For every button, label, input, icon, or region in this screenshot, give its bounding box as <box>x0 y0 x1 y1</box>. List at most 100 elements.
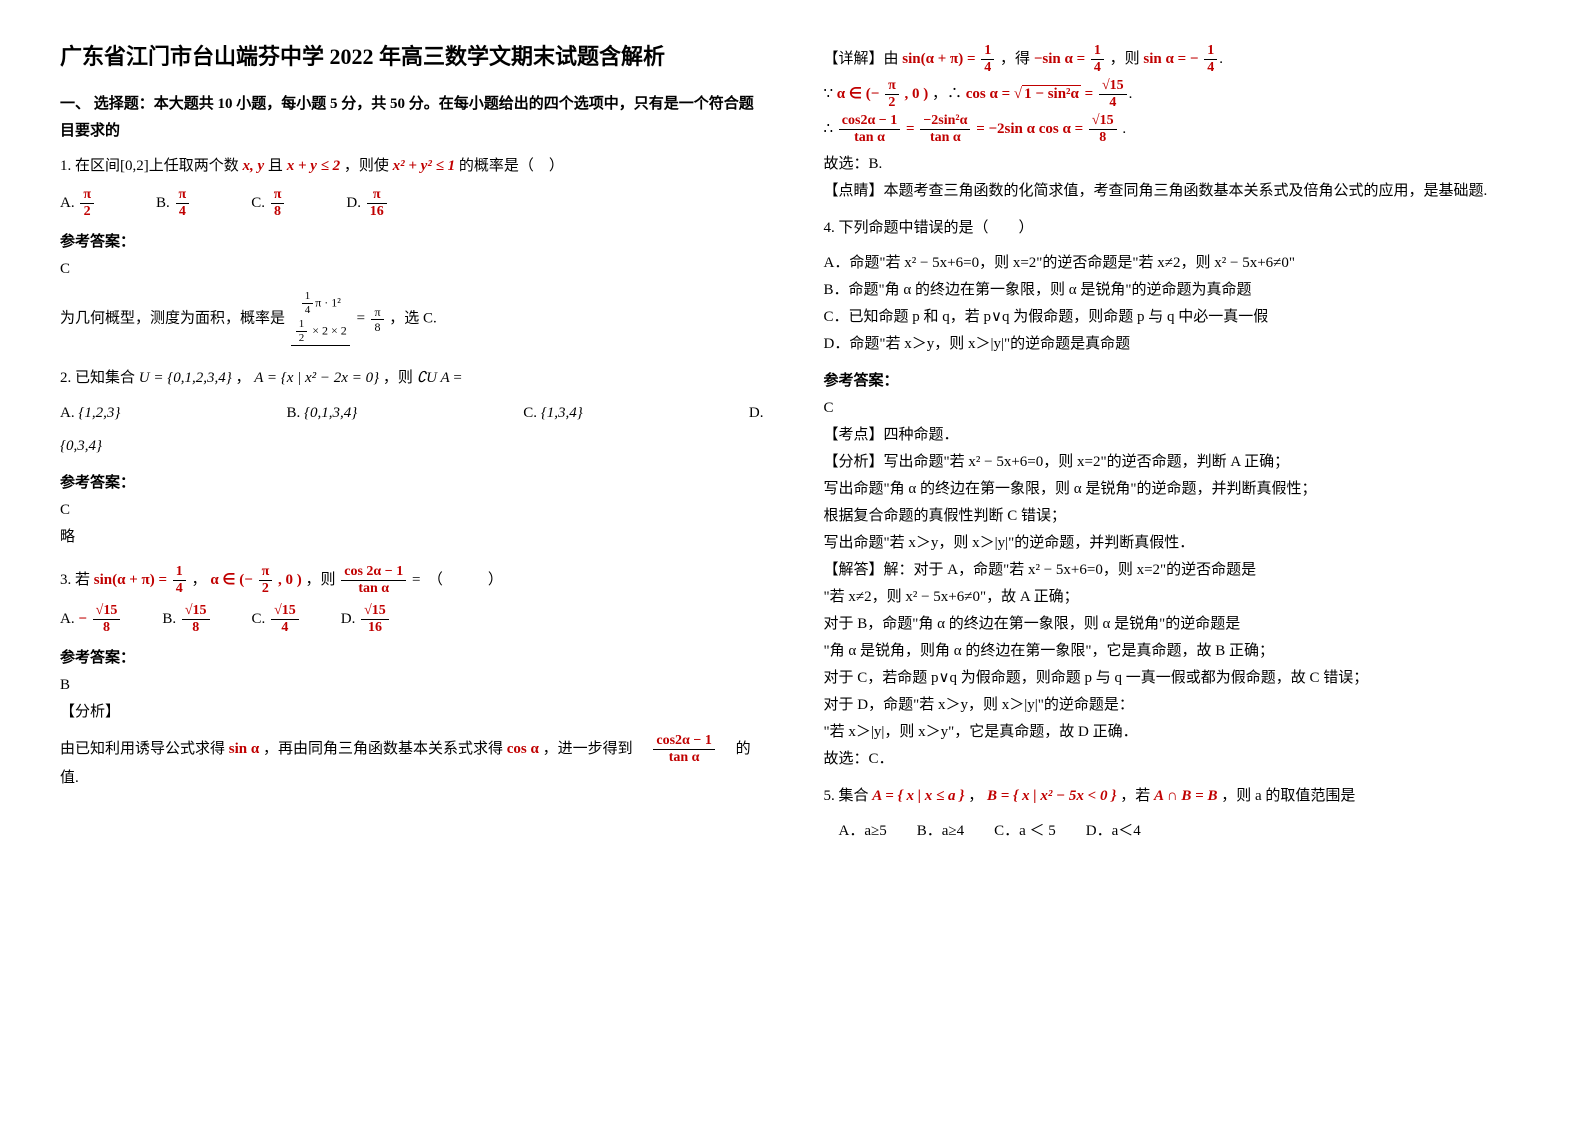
q1-ans: C <box>60 256 764 283</box>
q3-l1a: 由已知利用诱导公式求得 <box>60 741 225 757</box>
q2-ans-label: 参考答案： <box>60 470 764 497</box>
r2a: ∵ <box>824 86 834 102</box>
q1-fd-d: 16 <box>367 204 387 219</box>
r1e: ，则 <box>1110 51 1140 67</box>
r1f: sin α = − <box>1143 51 1198 67</box>
r2e: , 0 <box>904 86 919 102</box>
q3-l1b: ，再由同角三角函数基本关系式求得 <box>263 741 503 757</box>
q4-j6: 对于 D，命题"若 x＞y，则 x＞|y|"的逆命题是： <box>824 692 1528 719</box>
q3-oA: A. <box>60 611 75 627</box>
q3-a: 3. 若 <box>60 572 90 588</box>
q3-b: ， <box>192 572 207 588</box>
q3-ain: α ∈ <box>210 572 239 588</box>
q1-ea: 为几何概型，测度为面积，概率是 <box>60 310 285 326</box>
q2-oC: C. <box>523 405 537 421</box>
q1-A: A. <box>60 195 75 211</box>
q4-stem: 4. 下列命题中错误的是（ ） <box>824 215 1528 242</box>
r1n3: 1 <box>1204 44 1217 60</box>
q4-f3: 根据复合命题的真假性判断 C 错误； <box>824 503 1528 530</box>
r3a: ∴ <box>824 121 834 137</box>
q3-opts: A. − √158 B. √158 C. √154 D. √1516 <box>60 604 764 635</box>
q2-oD: D. <box>749 405 764 421</box>
q2-b: ，则 <box>383 370 413 386</box>
q4-fenxi: 【分析】写出命题"若 x² − 5x+6=0，则 x=2"的逆否命题，判断 A … <box>824 449 1528 476</box>
q2-lue: 略 <box>60 524 764 551</box>
q3-ans-label: 参考答案： <box>60 645 764 672</box>
q1-ans-label: 参考答案： <box>60 229 764 256</box>
q2-stem: 2. 已知集合 U = {0,1,2,3,4} ， A = {x | x² − … <box>60 365 764 392</box>
q5-opts: A．a≥5 B．a≥4 C．a ＜ 5 D．a＜4 <box>824 818 1528 845</box>
q3-stem: 3. 若 sin(α + π) = 14 ， α ∈ (− π2 , 0 ) ，… <box>60 565 764 596</box>
r2f: ) <box>923 86 928 102</box>
q1-b: 且 <box>268 158 283 174</box>
q5-c: ，则 a 的取值范围是 <box>1221 788 1355 804</box>
q2-oA: A. <box>60 405 75 421</box>
q5-stem: 5. 集合 A = { x | x ≤ a } ， B = { x | x² −… <box>824 783 1528 810</box>
r3md: tan α <box>920 130 970 145</box>
q1-cond: x + y ≤ 2 <box>287 158 340 174</box>
q1-fb-d: 4 <box>176 204 190 219</box>
q5-b: ，若 <box>1120 788 1150 804</box>
q3-z: , 0 <box>278 572 293 588</box>
q5-c1: ， <box>968 788 983 804</box>
r-line1: 【详解】由 sin(α + π) = 14 ，得 −sin α = 14 ，则 … <box>824 44 1528 75</box>
q2-sC: {1,3,4} <box>541 405 583 421</box>
r1b: ，得 <box>1000 51 1030 67</box>
q1-xy: x, y <box>243 158 265 174</box>
q5-a: 5. 集合 <box>824 788 869 804</box>
r3rd: 8 <box>1089 130 1117 145</box>
q3-vAn: √15 <box>93 604 121 620</box>
q3-p2n: π <box>259 565 273 581</box>
r3ln: cos2α − 1 <box>839 114 900 130</box>
q5-B: B = { x | x² − 5x < 0 } <box>987 788 1116 804</box>
r2dd: 2 <box>885 95 899 110</box>
r1c: −sin α = <box>1034 51 1089 67</box>
q3-cosa: cos α <box>507 741 539 757</box>
q3-c2n: cos 2α − 1 <box>341 565 406 581</box>
q2-ans: C <box>60 497 764 524</box>
r2j: = <box>1085 86 1097 102</box>
q2-sB: {0,1,3,4} <box>304 405 357 421</box>
r-line2: ∵ α ∈ (− π2 , 0 ) ，∴ cos α = √1 − sin²α … <box>824 79 1528 110</box>
q4-j3: 对于 B，命题"角 α 的终边在第一象限，则 α 是锐角"的逆命题是 <box>824 611 1528 638</box>
q1-fa-n: π <box>80 188 94 204</box>
q1-stem: 1. 在区间[0,2]上任取两个数 x, y 且 x + y ≤ 2 ，则使 x… <box>60 153 764 180</box>
q5-A: A = { x | x ≤ a } <box>872 788 964 804</box>
q3-fb: tan α <box>653 750 714 765</box>
q3-ft: cos2α − 1 <box>653 734 714 750</box>
q3-l1c: ，进一步得到 <box>543 741 648 757</box>
q3-vCd: 4 <box>271 620 299 635</box>
q1-d: 的概率是（ ） <box>459 158 564 174</box>
r2dn: π <box>885 79 899 95</box>
q1-cond2: x² + y² ≤ 1 <box>393 158 455 174</box>
q4-A: A．命题"若 x² − 5x+6=0，则 x=2"的逆否命题是"若 x≠2，则 … <box>824 250 1528 277</box>
doc-title: 广东省江门市台山端芬中学 2022 年高三数学文期末试题含解析 <box>60 40 764 73</box>
q4-j2: "若 x≠2，则 x² − 5x+6≠0"，故 A 正确； <box>824 584 1528 611</box>
q3-d: = （ ） <box>412 572 503 588</box>
r1d2: 4 <box>1091 60 1104 75</box>
r3rn: √15 <box>1089 114 1117 130</box>
q3-vAd: 8 <box>93 620 121 635</box>
q3-c: ，则 <box>306 572 336 588</box>
q4-D: D．命题"若 x＞y，则 x＞|y|"的逆命题是真命题 <box>824 331 1528 358</box>
q3-1d: 4 <box>173 581 186 596</box>
q2-opts: A. {1,2,3} B. {0,1,3,4} C. {1,3,4} D. <box>60 400 764 427</box>
r3c: = −2sin α cos α = <box>976 121 1087 137</box>
q3-vBd: 8 <box>182 620 210 635</box>
r1n: 1 <box>981 44 994 60</box>
q3-vAs: − <box>78 611 87 627</box>
q4-j4: "角 α 是锐角，则角 α 的终边在第一象限"，它是真命题，故 B 正确； <box>824 638 1528 665</box>
r3mn: −2sin²α <box>920 114 970 130</box>
r3d: . <box>1122 121 1126 137</box>
q2-eq: = <box>453 370 461 386</box>
r3b: = <box>906 121 918 137</box>
q1-C: C. <box>251 195 265 211</box>
q1-B: B. <box>156 195 170 211</box>
r1d: 4 <box>981 60 994 75</box>
q3-vDd: 16 <box>361 620 389 635</box>
r2b: α ∈ <box>837 86 866 102</box>
r2kd: 4 <box>1099 95 1127 110</box>
q1-fb-n: π <box>176 188 190 204</box>
q1-c: ，则使 <box>344 158 389 174</box>
q4-j7: "若 x＞|y|，则 x＞y"，它是真命题，故 D 正确． <box>824 719 1528 746</box>
